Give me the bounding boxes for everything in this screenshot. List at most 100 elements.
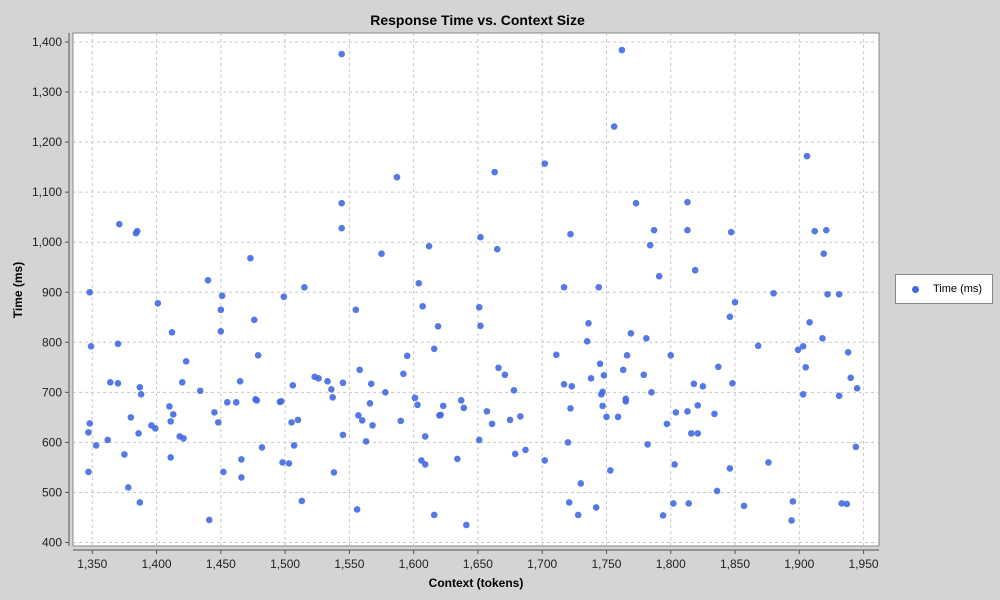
data-point <box>223 399 231 406</box>
data-point <box>437 411 444 419</box>
y-axis-label: Time (ms) <box>11 262 25 318</box>
data-point <box>599 388 606 396</box>
data-point <box>196 387 204 395</box>
x-tick-label: 1,800 <box>656 557 686 571</box>
data-point <box>411 394 419 402</box>
data-point <box>328 386 335 393</box>
data-point <box>294 416 302 424</box>
data-point <box>640 371 648 379</box>
data-point <box>137 391 145 398</box>
data-point <box>618 46 626 54</box>
data-point <box>87 343 95 350</box>
data-point <box>338 50 345 58</box>
data-point <box>397 417 405 425</box>
data-point <box>729 380 736 387</box>
data-point <box>838 500 846 507</box>
data-point <box>166 403 173 410</box>
data-point <box>491 168 498 176</box>
data-point <box>218 292 226 300</box>
x-tick-label: 1,450 <box>206 557 236 571</box>
data-point <box>614 413 622 421</box>
data-point <box>329 394 336 401</box>
y-tick-label: 700 <box>42 385 62 399</box>
plot-area <box>72 32 880 547</box>
data-point <box>565 499 573 506</box>
data-point <box>731 298 739 306</box>
data-point <box>592 504 600 511</box>
data-point <box>454 455 461 463</box>
y-tick-label: 1,000 <box>32 235 62 249</box>
data-point <box>238 474 245 481</box>
data-point <box>587 375 595 382</box>
data-point <box>288 419 295 426</box>
data-point <box>646 241 654 249</box>
data-point <box>824 290 831 298</box>
data-point <box>121 451 128 458</box>
data-point <box>765 459 772 466</box>
data-point <box>553 351 560 359</box>
data-point <box>501 371 509 379</box>
data-point <box>250 316 258 324</box>
data-point <box>688 430 695 437</box>
x-tick-label: 1,350 <box>77 557 107 571</box>
y-tick-label: 1,400 <box>32 35 62 49</box>
data-point <box>104 436 112 444</box>
data-point <box>434 322 442 330</box>
data-point <box>279 459 286 466</box>
data-point <box>715 363 722 371</box>
data-point <box>567 405 574 412</box>
data-point <box>811 227 819 235</box>
data-point <box>713 487 721 495</box>
legend-marker-icon <box>912 285 919 293</box>
data-point <box>253 397 261 404</box>
data-point <box>610 123 618 130</box>
data-point <box>136 499 144 506</box>
data-point <box>124 484 132 491</box>
data-point <box>214 419 222 426</box>
data-point <box>457 397 465 404</box>
data-point <box>799 343 807 350</box>
data-point <box>820 250 828 258</box>
data-point <box>685 500 693 507</box>
axes: 1,350 1,400 1,450 1,500 1,550 1,600 1,650 1,700… <box>32 33 879 571</box>
data-point <box>85 468 92 476</box>
data-point <box>353 506 361 513</box>
data-point <box>182 358 190 365</box>
data-point <box>114 340 122 348</box>
data-point <box>106 379 114 386</box>
data-point <box>803 152 811 160</box>
data-point <box>794 346 802 354</box>
data-point <box>754 342 762 350</box>
data-point <box>727 228 735 236</box>
data-point <box>799 391 807 398</box>
data-point <box>495 364 502 372</box>
grid-lines <box>73 33 879 546</box>
data-point <box>135 430 142 437</box>
data-point <box>560 381 568 388</box>
data-point <box>393 173 401 181</box>
data-point <box>541 160 549 167</box>
data-point <box>564 439 572 446</box>
x-tick-label: 1,850 <box>720 557 750 571</box>
data-point <box>115 220 123 228</box>
data-point <box>622 395 630 403</box>
data-point <box>853 385 861 392</box>
data-point <box>315 375 322 382</box>
data-point <box>619 366 627 374</box>
data-point <box>672 409 680 416</box>
y-tick-label: 600 <box>42 435 62 449</box>
data-point <box>789 498 797 505</box>
y-tick-label: 1,200 <box>32 135 62 149</box>
data-point <box>822 226 830 234</box>
data-point <box>699 383 707 390</box>
data-point <box>86 288 94 296</box>
data-point <box>382 389 389 396</box>
data-point <box>726 313 734 321</box>
data-point <box>802 364 810 371</box>
data-point <box>180 435 187 442</box>
data-point <box>403 352 411 360</box>
data-point <box>788 517 795 524</box>
y-tick-label: 800 <box>42 335 62 349</box>
data-point <box>154 299 162 307</box>
